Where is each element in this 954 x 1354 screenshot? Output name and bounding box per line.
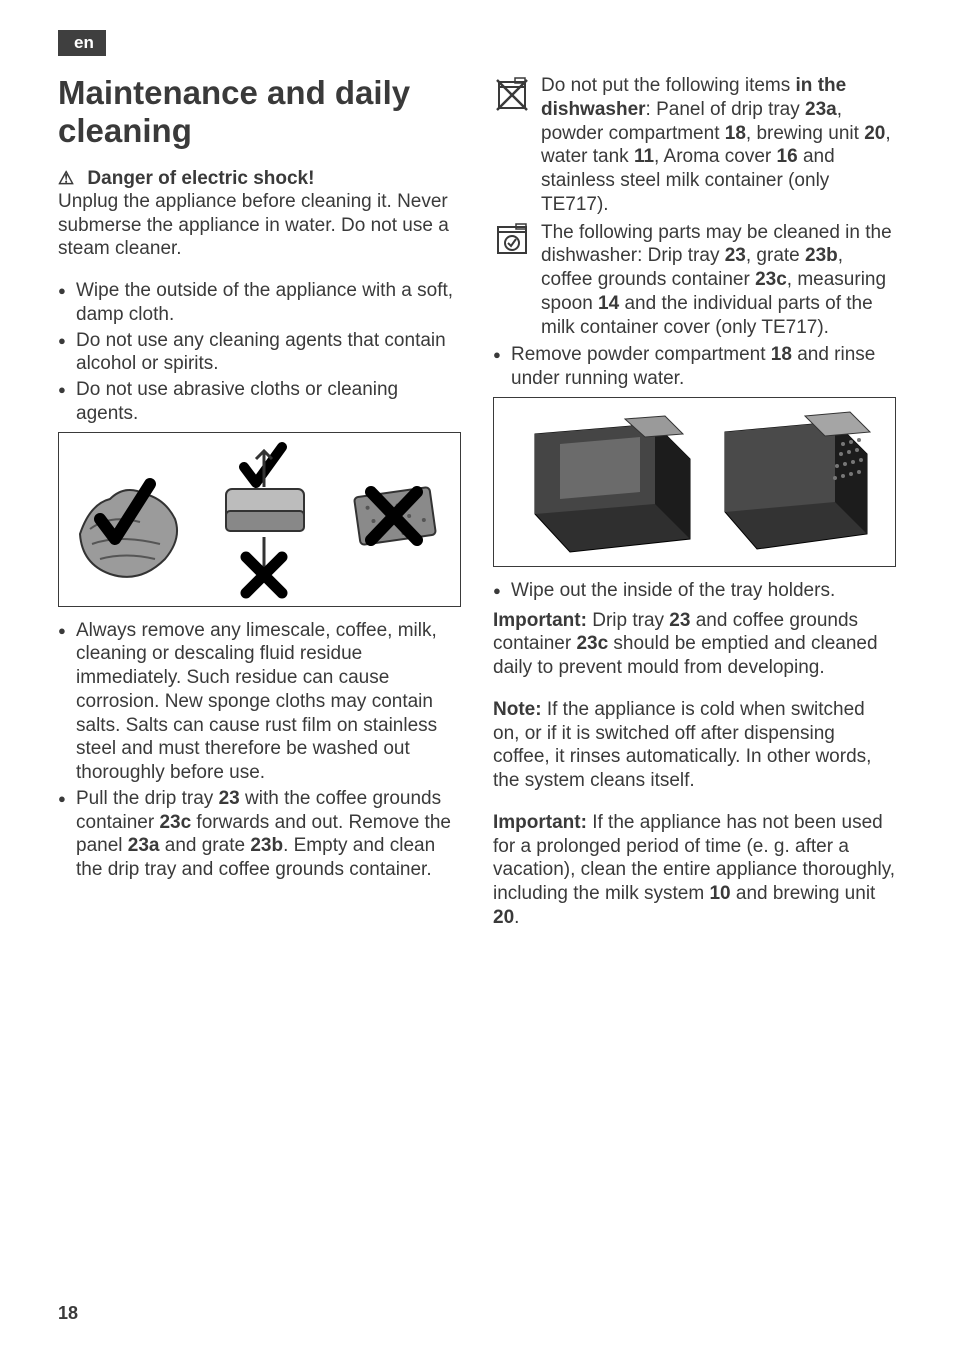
not-dishwasher-text: Do not put the following items in the di… [541, 74, 896, 217]
warning-icon: ⚠ [58, 168, 74, 189]
text: and grate [159, 835, 250, 856]
part-ref: 23b [805, 245, 838, 266]
part-ref: 18 [725, 123, 746, 144]
page-title: Maintenance and daily cleaning [58, 74, 461, 150]
list-item: Wipe the outside of the appliance with a… [58, 279, 461, 327]
text: Remove powder compartment [511, 344, 771, 365]
part-ref: 16 [777, 146, 798, 167]
two-column-layout: Maintenance and daily cleaning ⚠ Danger … [58, 74, 896, 930]
label-important: Important: [493, 610, 587, 631]
part-ref: 23 [725, 245, 746, 266]
part-ref: 23b [250, 835, 283, 856]
bullet-list-1: Wipe the outside of the appliance with a… [58, 279, 461, 426]
page-number: 18 [58, 1303, 78, 1324]
illustration-cloths [58, 432, 461, 607]
part-ref: 18 [771, 344, 792, 365]
warning-body: Unplug the appliance before cleaning it.… [58, 190, 461, 261]
soft-cloth-ok-icon [70, 444, 190, 594]
language-tab: en [58, 30, 106, 56]
warning-heading: ⚠ Danger of electric shock! [58, 168, 461, 190]
text: . [514, 907, 519, 928]
warning-heading-text: Danger of electric shock! [87, 168, 314, 189]
text: Drip tray [587, 610, 669, 631]
text: , brewing unit [746, 123, 864, 144]
list-item: Always remove any limescale, coffee, mil… [58, 619, 461, 785]
bullet-list-2: Always remove any limescale, coffee, mil… [58, 619, 461, 882]
list-item: Do not use abrasive cloths or cleaning a… [58, 378, 461, 426]
list-item: Remove powder compartment 18 and rinse u… [493, 343, 896, 391]
left-column: Maintenance and daily cleaning ⚠ Danger … [58, 74, 461, 930]
part-ref: 20 [864, 123, 885, 144]
part-ref: 23a [128, 835, 160, 856]
part-ref: 23c [159, 812, 191, 833]
sponge-ok-no-icon [204, 439, 324, 599]
part-ref: 23 [219, 788, 240, 809]
label-note: Note: [493, 699, 542, 720]
text: , Aroma cover [654, 146, 777, 167]
part-ref: 23c [755, 269, 787, 290]
machine-diagram-icon [505, 404, 885, 559]
part-ref: 10 [709, 883, 730, 904]
bullet-list-wipe: Wipe out the inside of the tray holders. [493, 579, 896, 603]
important-note-2: Important: If the appliance has not been… [493, 811, 896, 930]
part-ref: 20 [493, 907, 514, 928]
no-dishwasher-icon [493, 74, 531, 114]
text: Do not put the following items [541, 75, 796, 96]
label-important: Important: [493, 812, 587, 833]
important-note-1: Important: Drip tray 23 and coffee groun… [493, 609, 896, 680]
text: and brewing unit [731, 883, 876, 904]
list-item: Wipe out the inside of the tray holders. [493, 579, 896, 603]
part-ref: 23 [669, 610, 690, 631]
dishwasher-ok-text: The following parts may be cleaned in th… [541, 221, 896, 340]
text: If the appliance is cold when switched o… [493, 699, 871, 791]
illustration-machine [493, 397, 896, 567]
bullet-list-remove: Remove powder compartment 18 and rinse u… [493, 343, 896, 391]
part-ref: 23c [576, 633, 608, 654]
dishwasher-ok-icon [493, 221, 531, 261]
text: Pull the drip tray [76, 788, 219, 809]
list-item: Do not use any cleaning agents that cont… [58, 329, 461, 377]
list-item: Pull the drip tray 23 with the coffee gr… [58, 787, 461, 882]
dishwasher-safe-row: The following parts may be cleaned in th… [493, 221, 896, 340]
note-paragraph: Note: If the appliance is cold when swit… [493, 698, 896, 793]
part-ref: 23a [805, 99, 837, 120]
part-ref: 14 [598, 293, 619, 314]
text: , grate [746, 245, 805, 266]
text: : Panel of drip tray [646, 99, 805, 120]
not-dishwasher-safe-row: Do not put the following items in the di… [493, 74, 896, 217]
part-ref: 11 [634, 146, 654, 167]
abrasive-pad-no-icon [339, 444, 449, 594]
right-column: Do not put the following items in the di… [493, 74, 896, 930]
